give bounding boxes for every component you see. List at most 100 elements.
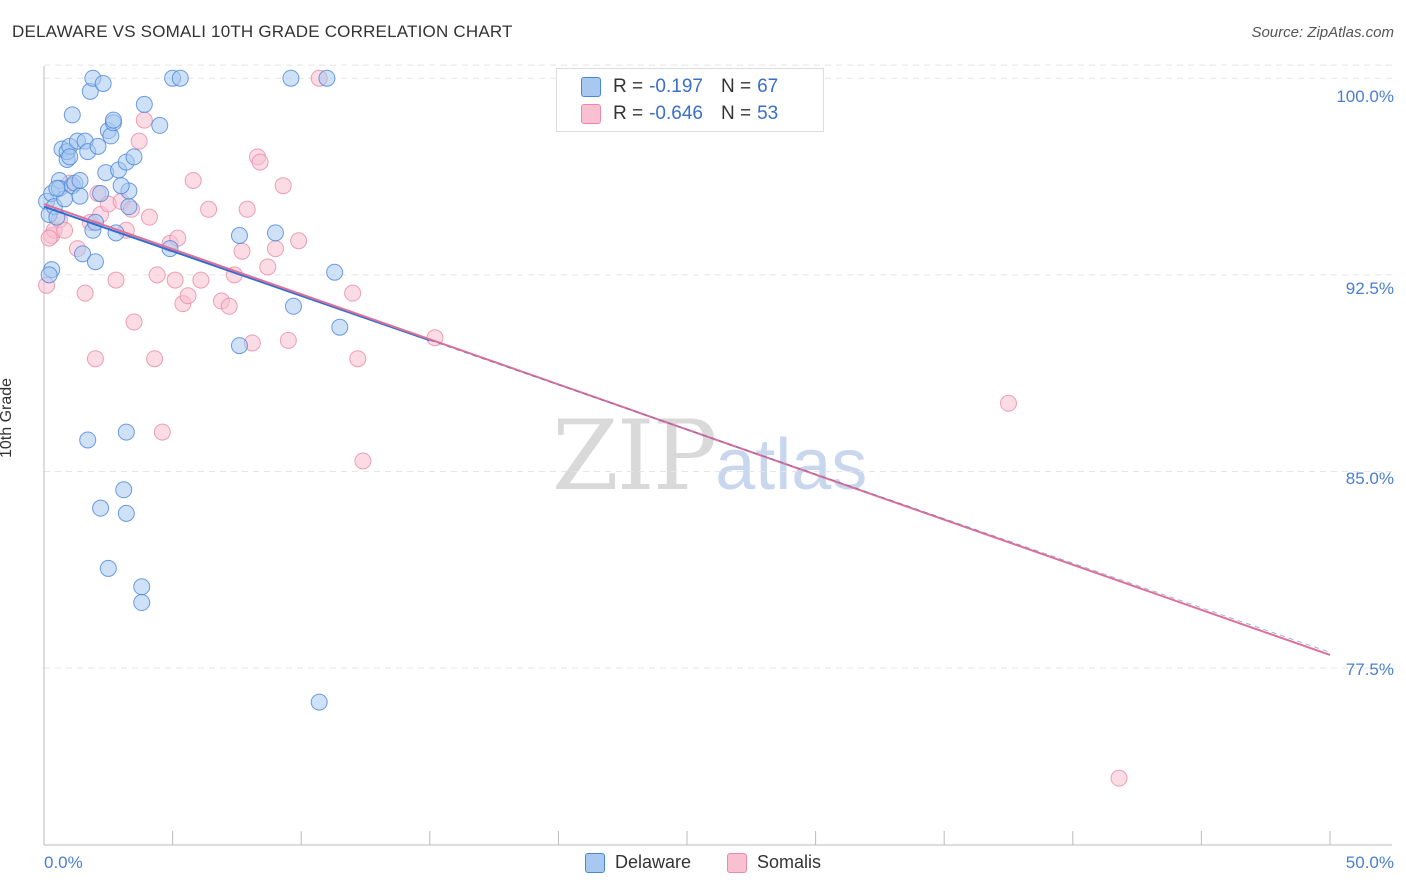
- somali-point-33: [220, 297, 238, 315]
- somali-point-47: [349, 350, 367, 368]
- y-tick-label-77-5: 77.5%: [1345, 660, 1394, 679]
- delaware-point-55: [117, 423, 135, 441]
- somali-point-48: [354, 452, 372, 470]
- somali-point-40: [259, 258, 277, 276]
- legend-row-somali: R = -0.646 N = 53: [581, 102, 778, 126]
- somali-point-42: [274, 177, 292, 195]
- delaware-point-51: [326, 263, 344, 281]
- somali-point-9: [86, 350, 104, 368]
- delaware-point-57: [117, 504, 135, 522]
- delaware-trend-line: [43, 205, 431, 342]
- delaware-r-value: -0.197: [649, 76, 703, 97]
- series-legend: Delaware Somalis: [0, 852, 1406, 873]
- somali-point-17: [125, 313, 143, 331]
- delaware-point-41: [151, 116, 169, 134]
- delaware-point-53: [79, 431, 97, 449]
- somali-point-31: [200, 200, 218, 218]
- y-tick-label-85: 85.0%: [1345, 469, 1394, 488]
- delaware-point-27: [92, 185, 110, 203]
- legend-r-label: R =: [613, 76, 644, 97]
- somali-point-43: [279, 331, 297, 349]
- somali-point-19: [135, 111, 153, 129]
- delaware-point-64: [71, 171, 89, 189]
- somali-point-36: [238, 200, 256, 218]
- delaware-point-45: [230, 227, 248, 245]
- somali-point-44: [290, 232, 308, 250]
- delaware-point-37: [120, 198, 138, 216]
- somali-point-39: [251, 153, 269, 171]
- delaware-trend-extension: [429, 339, 1331, 653]
- legend-row-delaware: R = -0.197 N = 67: [581, 75, 778, 99]
- somali-point-4: [56, 221, 74, 239]
- delaware-point-52: [331, 318, 349, 336]
- x-tick-label-min: 0.0%: [44, 853, 83, 872]
- delaware-point-18: [71, 187, 89, 205]
- delaware-point-14: [63, 106, 81, 124]
- delaware-point-60: [133, 594, 151, 612]
- delaware-point-19: [74, 245, 92, 263]
- chart-title: DELAWARE VS SOMALI 10TH GRADE CORRELATIO…: [12, 22, 513, 41]
- legend-n-label: N =: [720, 76, 752, 97]
- delaware-point-56: [115, 481, 133, 499]
- somali-point-30: [192, 271, 210, 289]
- somali-point-18: [130, 132, 148, 150]
- delaware-legend-label: Delaware: [614, 852, 691, 872]
- delaware-point-13: [61, 148, 79, 166]
- source-label: Source: ZipAtlas.com: [1251, 24, 1394, 41]
- watermark: ZIPatlas: [552, 400, 867, 512]
- delaware-point-47: [266, 224, 284, 242]
- y-axis-label: 10th Grade: [0, 377, 15, 458]
- somali-point-20: [140, 208, 158, 226]
- delaware-point-65: [112, 177, 130, 195]
- delaware-point-50: [318, 69, 336, 87]
- delaware-n-value: 67: [757, 76, 779, 97]
- delaware-point-48: [282, 69, 300, 87]
- delaware-point-46: [230, 337, 248, 355]
- delaware-point-33: [104, 111, 122, 129]
- somali-legend-swatch: [727, 852, 747, 873]
- somali-legend-label: Somalis: [757, 852, 822, 872]
- delaware-point-25: [86, 253, 104, 271]
- somali-point-23: [153, 423, 171, 441]
- delaware-point-54: [92, 499, 110, 517]
- delaware-point-40: [135, 95, 153, 113]
- somali-point-28: [179, 287, 197, 305]
- delaware-point-49: [284, 297, 302, 315]
- somali-point-13: [107, 271, 125, 289]
- somali-point-35: [233, 242, 251, 260]
- delaware-point-62: [40, 266, 58, 284]
- somali-point-41: [266, 240, 284, 258]
- somali-r-value: -0.646: [649, 103, 703, 124]
- delaware-point-28: [94, 74, 112, 92]
- legend-item-somalis[interactable]: Somalis: [727, 852, 821, 873]
- delaware-swatch: [581, 77, 601, 97]
- delaware-point-26: [89, 137, 107, 155]
- y-tick-label-92-5: 92.5%: [1345, 279, 1394, 298]
- somali-point-21: [146, 350, 164, 368]
- somali-point-50: [1000, 394, 1017, 412]
- somali-point-52: [40, 229, 58, 247]
- stats-legend: R = -0.197 N = 67 R = -0.646 N = 53: [556, 68, 824, 132]
- y-tick-label-100: 100.0%: [1336, 87, 1394, 106]
- somali-swatch: [581, 104, 601, 124]
- legend-r-label: R =: [613, 103, 644, 124]
- legend-item-delaware[interactable]: Delaware: [584, 852, 691, 873]
- delaware-point-61: [310, 693, 328, 711]
- delaware-point-44: [171, 69, 189, 87]
- watermark-zip: ZIP: [552, 400, 717, 512]
- delaware-point-39: [125, 148, 143, 166]
- somali-point-25: [166, 271, 184, 289]
- somali-point-29: [184, 171, 202, 189]
- legend-n-label: N =: [720, 103, 752, 124]
- delaware-point-58: [99, 559, 117, 577]
- somali-point-7: [76, 284, 94, 302]
- delaware-point-59: [133, 578, 151, 596]
- somali-point-22: [148, 266, 166, 284]
- x-tick-label-max: 50.0%: [1345, 853, 1394, 872]
- somali-point-46: [344, 284, 362, 302]
- somali-point-51: [1110, 769, 1128, 787]
- delaware-point-63: [48, 179, 66, 197]
- delaware-legend-swatch: [584, 852, 605, 873]
- somali-n-value: 53: [757, 103, 779, 124]
